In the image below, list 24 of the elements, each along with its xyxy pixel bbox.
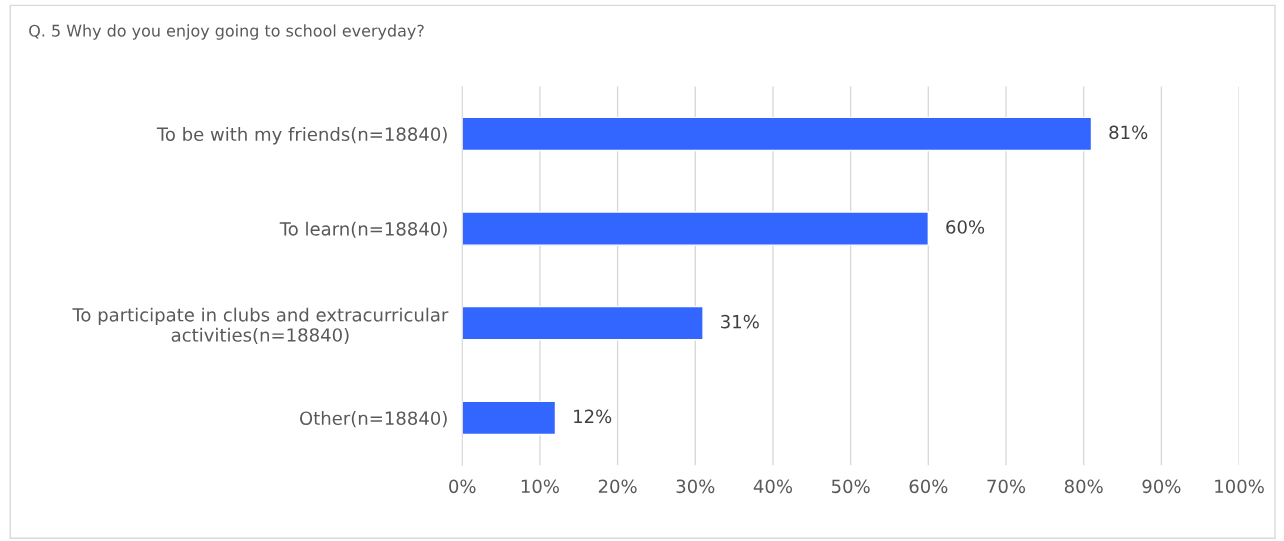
data-label: 31% xyxy=(721,314,759,329)
y-tick-label: To be with my friends(n=18840) xyxy=(156,127,447,145)
x-tick-label: 30% xyxy=(676,479,715,494)
x-tick-label: 20% xyxy=(598,479,637,494)
x-tick-label: 90% xyxy=(1142,479,1181,494)
bar xyxy=(462,116,1093,152)
bar xyxy=(462,400,557,436)
x-tick-label: 0% xyxy=(449,479,476,494)
data-label: 60% xyxy=(946,220,985,234)
x-tick-label: 50% xyxy=(831,479,870,494)
data-label: 12% xyxy=(574,409,612,424)
x-tick-label: 70% xyxy=(987,479,1026,494)
bar xyxy=(462,211,930,246)
data-label: 81% xyxy=(1109,125,1148,140)
y-tick-label: Other(n=18840) xyxy=(300,411,447,428)
x-tick-label: 100% xyxy=(1215,479,1264,494)
x-tick-label: 80% xyxy=(1064,479,1103,494)
y-tick-label: To learn(n=18840) xyxy=(279,221,447,238)
text: Q. 5 Why do you enjoy going to school everyday? xyxy=(29,24,424,40)
x-tick-label: 40% xyxy=(753,479,793,494)
x-tick-label: 10% xyxy=(521,479,559,494)
bar xyxy=(462,305,704,341)
x-tick-label: 60% xyxy=(909,479,948,494)
y-tick-label: To participate in clubs and extracurricular activities(n=18840) xyxy=(72,307,449,344)
